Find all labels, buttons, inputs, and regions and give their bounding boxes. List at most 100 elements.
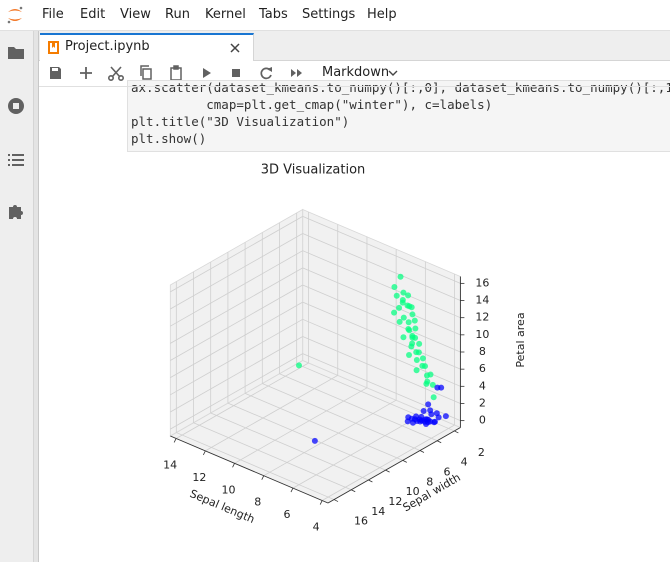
data-point <box>391 284 398 291</box>
tick-mark <box>368 479 373 483</box>
left-sidebar <box>0 31 34 562</box>
data-point <box>427 371 434 378</box>
notebook-tab[interactable]: Project.ipynb <box>40 33 254 62</box>
data-point <box>416 340 423 347</box>
z-tick-label: 16 <box>475 276 489 289</box>
menu-item[interactable]: Kernel <box>205 7 246 22</box>
grid-line <box>193 422 352 491</box>
y-axis-label: Sepal width <box>401 471 463 514</box>
cut-button[interactable] <box>108 66 125 82</box>
z-tick-label: 4 <box>479 379 486 392</box>
data-point <box>413 357 420 364</box>
paste-button[interactable] <box>170 65 182 81</box>
menu-item[interactable]: View <box>120 7 151 22</box>
data-point <box>434 384 441 391</box>
stop-button[interactable] <box>232 69 240 77</box>
z-tick-label: 14 <box>475 294 489 307</box>
data-point <box>419 362 426 369</box>
grid-line <box>205 375 338 452</box>
grid-line <box>302 336 461 404</box>
data-point <box>415 349 422 356</box>
sidebar-icons <box>8 47 24 219</box>
data-point <box>423 416 430 423</box>
tick-mark <box>319 500 323 505</box>
menu-item[interactable]: Run <box>165 7 190 22</box>
data-point <box>430 394 437 401</box>
tick-mark <box>290 487 294 493</box>
grid-line <box>262 383 421 451</box>
grid-line <box>170 216 303 293</box>
copy-button[interactable] <box>140 65 152 80</box>
grid-line <box>170 318 303 396</box>
data-point <box>435 414 442 421</box>
data-point <box>408 343 415 350</box>
toolbar-icons <box>50 65 398 82</box>
data-point <box>422 416 429 423</box>
data-point <box>433 410 440 417</box>
grid-line <box>170 284 303 361</box>
data-point <box>419 355 426 362</box>
grid-line <box>302 250 461 319</box>
grid-line <box>296 363 455 432</box>
z-tick-label: 6 <box>479 362 486 375</box>
data-point <box>405 292 412 299</box>
data-point <box>438 384 445 391</box>
menu-item[interactable]: Help <box>367 7 397 22</box>
tick-mark <box>333 499 339 502</box>
grid-line <box>176 432 335 500</box>
grid-line <box>170 353 303 430</box>
run-button[interactable] <box>203 68 211 78</box>
data-point <box>422 363 429 370</box>
grid-line <box>170 267 303 344</box>
chart-title: 3D Visualization <box>261 163 366 178</box>
grid-line <box>302 267 461 336</box>
tick-mark <box>173 438 177 443</box>
insert-button[interactable] <box>80 67 92 79</box>
data-point <box>408 415 415 422</box>
z-tick-label: 8 <box>479 345 486 358</box>
data-point <box>409 340 416 347</box>
y-tick-label: 14 <box>371 505 385 518</box>
data-point <box>425 416 432 423</box>
data-point <box>424 378 431 385</box>
data-point <box>405 325 412 332</box>
grid-line <box>210 412 369 481</box>
data-point <box>418 417 425 424</box>
toc-icon[interactable] <box>8 154 24 166</box>
extension-icon[interactable] <box>9 205 23 219</box>
data-point <box>420 407 427 414</box>
folder-icon[interactable] <box>8 47 24 59</box>
cell-type-select[interactable]: Markdown <box>322 65 390 80</box>
restart-button[interactable] <box>260 67 272 80</box>
data-point <box>423 420 430 427</box>
cell-type-chevron[interactable] <box>388 70 398 76</box>
x-tick-label: 4 <box>313 521 320 534</box>
run-all-button[interactable] <box>291 69 302 77</box>
z-axis-label: Petal area <box>514 312 527 367</box>
data-point <box>396 304 403 311</box>
menu-item[interactable]: Edit <box>80 7 106 22</box>
y-tick-label: 8 <box>426 475 433 488</box>
menu-item[interactable]: File <box>42 7 64 22</box>
tick-mark <box>419 450 425 453</box>
menu-item[interactable]: Settings <box>302 7 356 22</box>
menu-item[interactable]: Tabs <box>259 7 288 22</box>
grid-line <box>227 402 386 471</box>
data-point <box>431 418 438 425</box>
grid-line <box>244 392 403 461</box>
grid-line <box>302 284 461 353</box>
data-point <box>409 311 416 318</box>
data-point <box>414 418 421 425</box>
data-point <box>400 314 407 321</box>
close-button[interactable] <box>230 43 240 53</box>
code-line: cmap=plt.get_cmap("winter"), c=labels) <box>131 97 493 112</box>
x-axis-label: Sepal length <box>188 487 257 526</box>
data-point <box>399 297 406 304</box>
code-cell: ax.scatter(dataset_kmeans.to_numpy()[:,0… <box>127 80 670 152</box>
data-point <box>425 401 432 408</box>
data-point <box>442 413 449 420</box>
data-point <box>431 419 438 426</box>
y-tick-label: 4 <box>461 456 468 469</box>
data-point <box>428 411 435 418</box>
data-point <box>425 419 432 426</box>
